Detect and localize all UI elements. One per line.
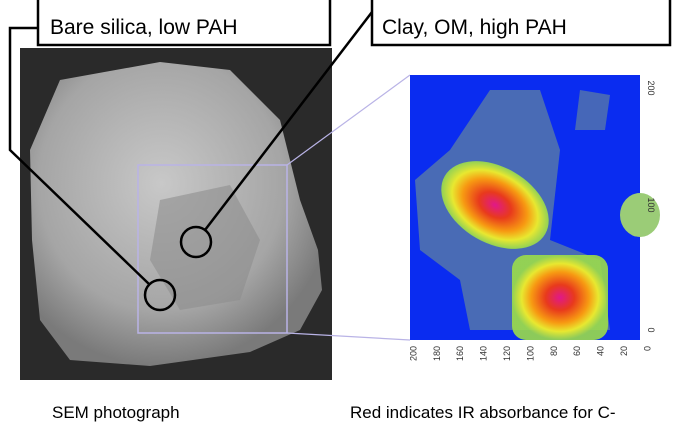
tick-label: 200 xyxy=(408,346,418,361)
tick-label: 0 xyxy=(646,327,656,332)
tick-label: 200 xyxy=(646,80,656,95)
label: Bare silica, low PAH xyxy=(50,16,238,39)
label: Clay, OM, high PAH xyxy=(382,16,567,39)
tick-label: 0 xyxy=(642,346,652,351)
tick-label: 140 xyxy=(479,346,489,361)
sem-photo xyxy=(20,48,332,380)
tick-label: 60 xyxy=(572,346,582,356)
caption: SEM photograph xyxy=(52,403,180,422)
tick-label: 100 xyxy=(646,197,656,212)
tick-label: 80 xyxy=(549,346,559,356)
tick-label: 20 xyxy=(619,346,629,356)
y-ticks: 200 100 0 xyxy=(646,80,656,332)
tick-label: 40 xyxy=(596,346,606,356)
tick-label: 120 xyxy=(502,346,512,361)
figure: Bare silica, low PAH Clay, OM, high PAH … xyxy=(0,0,690,426)
caption: Red indicates IR absorbance for C- xyxy=(350,403,616,422)
ir-map xyxy=(410,75,660,340)
tick-label: 100 xyxy=(525,346,535,361)
tick-label: 180 xyxy=(432,346,442,361)
tick-label: 160 xyxy=(455,346,465,361)
